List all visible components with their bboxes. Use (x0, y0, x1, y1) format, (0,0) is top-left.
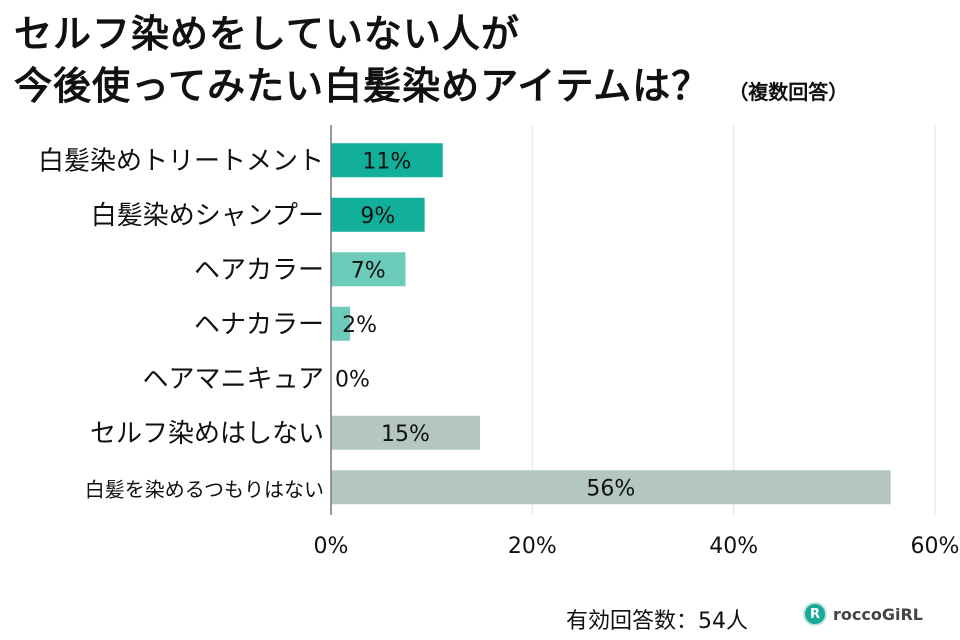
bar (331, 470, 891, 505)
data-label: 9% (360, 204, 395, 229)
data-label: 0% (335, 367, 370, 392)
data-label: 7% (351, 258, 386, 283)
chart-subtitle: （複数回答） (728, 80, 849, 104)
bar (331, 306, 351, 341)
x-tick-label: 40% (709, 534, 758, 559)
category-label: 白髪染めシャンプー (91, 201, 324, 231)
data-label: 15% (381, 422, 430, 447)
category-label: セルフ染めはしない (90, 419, 324, 449)
category-label: 白髪を染めるつもりはない (85, 477, 324, 501)
data-label: 56% (586, 476, 635, 501)
data-label: 2% (342, 313, 377, 338)
bar (331, 197, 425, 232)
bar (331, 252, 406, 287)
category-label: 白髪染めトリートメント (38, 146, 324, 176)
category-label: ヘアカラー (194, 255, 324, 285)
chart-title-block: セルフ染めをしていない人が 今後使ってみたい白髪染めアイテムは？ （複数回答） (14, 8, 848, 118)
x-tick-label: 20% (508, 534, 557, 559)
data-label: 11% (362, 149, 411, 174)
bar (331, 415, 480, 450)
logo-text: roccoGiRL (833, 604, 923, 624)
category-label: ヘナカラー (194, 310, 324, 340)
category-label: ヘアマニキュア (143, 364, 324, 394)
respondent-count: 有効回答数：54人 (566, 609, 748, 634)
chart-title: セルフ染めをしていない人が 今後使ってみたい白髪染めアイテムは？ (14, 12, 711, 108)
bar (331, 143, 443, 178)
x-tick-label: 0% (314, 534, 349, 559)
roccogirl-logo: R roccoGiRL (803, 602, 923, 626)
x-tick-label: 60% (911, 534, 960, 559)
logo-mark-icon: R (803, 602, 827, 626)
